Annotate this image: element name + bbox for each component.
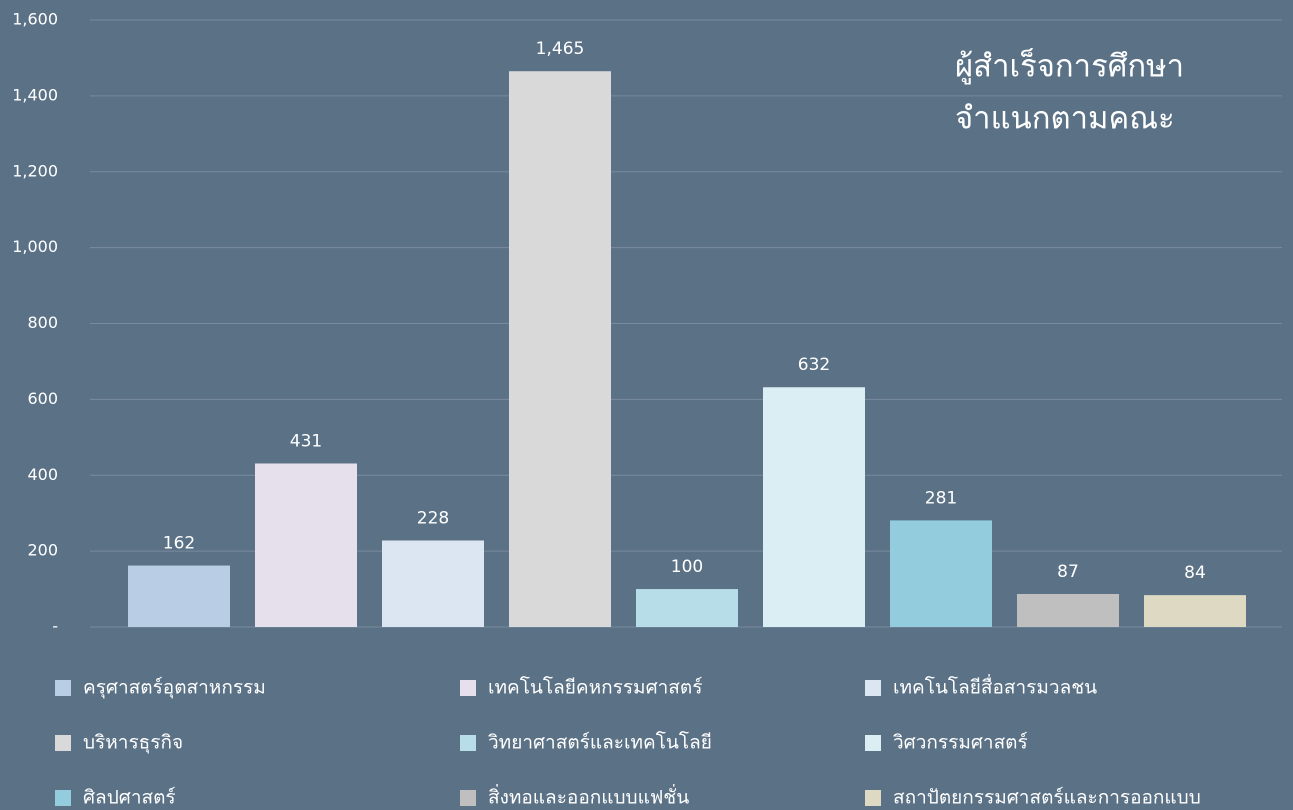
legend-label: วิศวกรรมศาสตร์	[893, 732, 1028, 754]
legend-swatch	[460, 790, 476, 806]
legend-label: เทคโนโลยีคหกรรมศาสตร์	[488, 676, 702, 699]
y-tick-label: 1,000	[12, 237, 58, 256]
y-tick-label: 800	[27, 313, 58, 332]
data-label: 632	[798, 355, 830, 375]
legend-swatch	[460, 680, 476, 696]
bar	[128, 565, 230, 627]
bar	[763, 387, 865, 627]
legend-swatch	[865, 735, 881, 751]
y-tick-label: 400	[27, 465, 58, 484]
chart-title: จำแนกตามคณะ	[955, 101, 1175, 137]
legend-label: บริหารธุรกิจ	[83, 732, 183, 755]
bar	[636, 589, 738, 627]
data-label: 228	[417, 509, 449, 529]
bar	[255, 463, 357, 627]
y-tick-label: 1,400	[12, 85, 58, 104]
y-tick-label: 600	[27, 389, 58, 408]
data-label: 162	[163, 534, 195, 554]
data-label: 281	[925, 488, 957, 508]
chart-title: ผู้สำเร็จการศึกษา	[955, 48, 1184, 85]
y-tick-label: 1,600	[12, 10, 58, 29]
bar	[509, 71, 611, 627]
bar	[890, 520, 992, 627]
data-label: 84	[1184, 563, 1206, 583]
bar	[1144, 595, 1246, 627]
data-label: 87	[1057, 562, 1079, 582]
legend-label: ศิลปศาสตร์	[83, 787, 176, 809]
data-label: 431	[290, 431, 322, 451]
legend-swatch	[865, 790, 881, 806]
legend-label: เทคโนโลยีสื่อสารมวลชน	[893, 674, 1097, 699]
legend-swatch	[55, 680, 71, 696]
y-tick-label: -	[52, 617, 58, 636]
y-tick-label: 200	[27, 541, 58, 560]
legend-swatch	[865, 680, 881, 696]
legend-swatch	[55, 735, 71, 751]
legend-swatch	[55, 790, 71, 806]
bar	[1017, 593, 1119, 627]
legend-label: ครุศาสตร์อุตสาหกรรม	[83, 677, 266, 700]
legend-label: สถาปัตยกรรมศาสตร์และการออกแบบ	[893, 787, 1201, 809]
legend-label: วิทยาศาสตร์และเทคโนโลยี	[488, 731, 712, 754]
y-tick-label: 1,200	[12, 161, 58, 180]
data-label: 100	[671, 557, 703, 577]
legend-swatch	[460, 735, 476, 751]
bar	[382, 540, 484, 627]
legend-label: สิ่งทอและออกแบบแฟชั่น	[488, 784, 689, 809]
data-label: 1,465	[536, 39, 585, 59]
